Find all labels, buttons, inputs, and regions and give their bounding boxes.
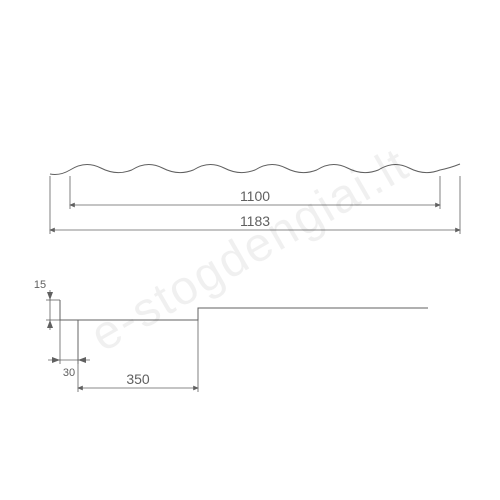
dim-value-1183: 1183 — [240, 213, 270, 229]
dim-value-1100: 1100 — [240, 188, 270, 204]
top-profile — [50, 164, 460, 175]
dimension-350: 350 — [78, 320, 198, 392]
side-profile — [60, 300, 428, 320]
dim-value-30: 30 — [63, 367, 75, 379]
dim-value-15: 15 — [34, 279, 46, 291]
technical-drawing: 1100 1183 15 30 350 — [0, 0, 500, 500]
dimension-30: 30 — [48, 320, 90, 379]
dimension-cover-width: 1100 — [70, 176, 440, 209]
dimension-drop-15: 15 — [34, 279, 60, 330]
dim-value-350: 350 — [126, 371, 150, 387]
